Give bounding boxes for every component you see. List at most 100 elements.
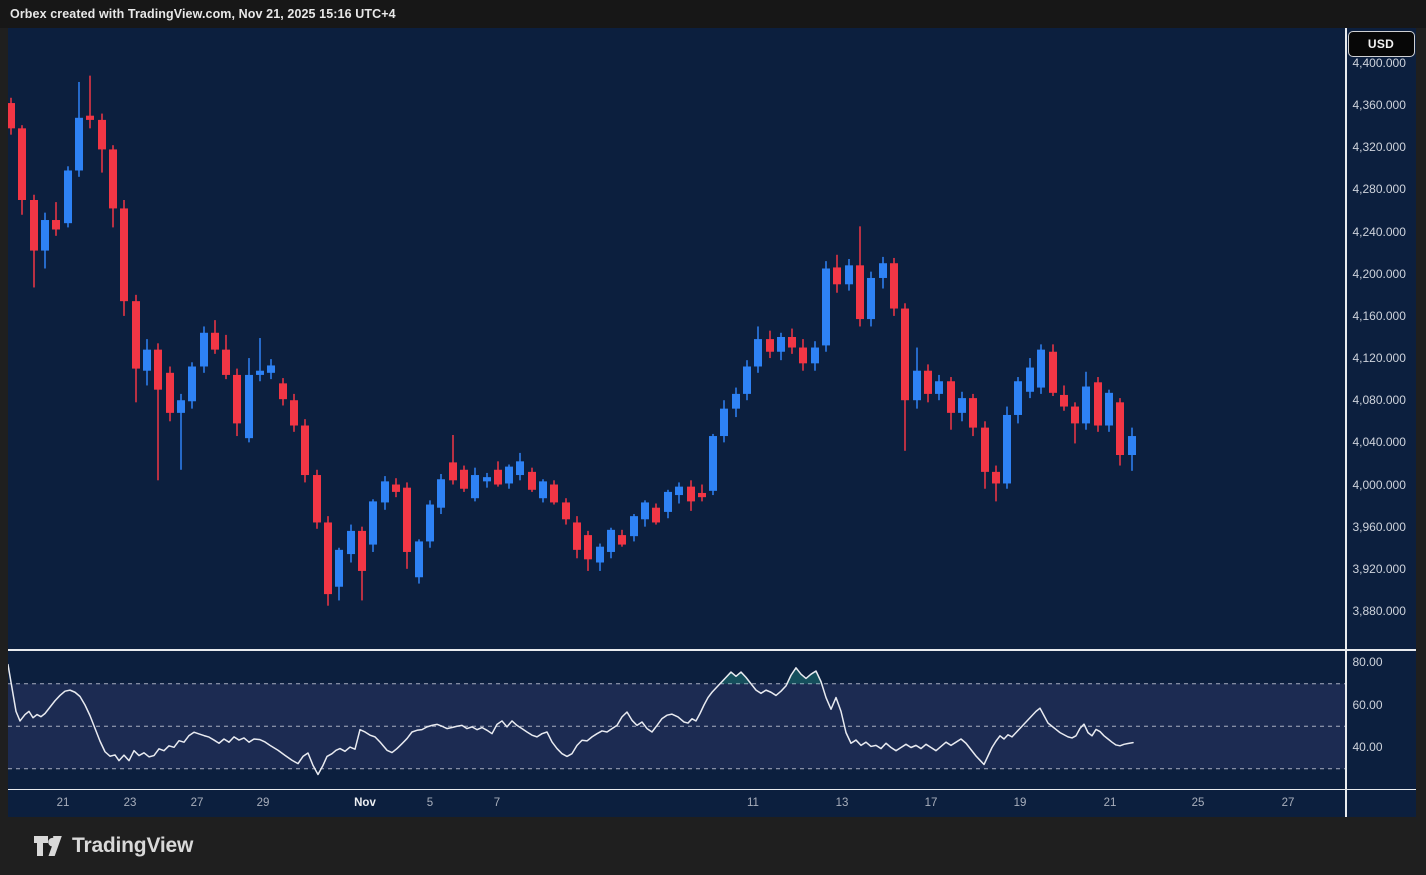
candle-body-down <box>981 427 989 472</box>
time-axis-label: 27 <box>1281 797 1295 809</box>
price-axis-label: 4,080.000 <box>1352 393 1406 408</box>
candle-body-up <box>347 530 355 555</box>
candle-body-down <box>98 119 106 150</box>
rsi-axis-label: 40.00 <box>1352 740 1383 754</box>
candle-body-down <box>290 400 298 426</box>
candle-body-down <box>1071 406 1079 424</box>
rsi-axis-label: 80.00 <box>1352 655 1383 669</box>
candle-body-down <box>901 308 909 401</box>
candle-body-down <box>698 492 706 498</box>
candle-body-down <box>358 530 366 571</box>
candle-body-down <box>313 475 321 523</box>
candle-wick-down <box>452 434 454 485</box>
price-axis-separator-line[interactable] <box>1345 28 1347 817</box>
candle-body-up <box>743 366 751 394</box>
candle-body-up <box>732 393 740 409</box>
candle-body-down <box>132 301 140 369</box>
attribution-text: Orbex created with TradingView.com, Nov … <box>10 7 396 21</box>
candle-body-up <box>675 486 683 496</box>
candle-body-up <box>177 400 185 413</box>
time-axis-label: Nov <box>354 797 376 809</box>
candle-body-up <box>935 381 943 394</box>
candle-body-down <box>584 535 592 560</box>
price-axis-label: 4,000.000 <box>1352 477 1406 492</box>
time-axis-label: 11 <box>747 797 759 809</box>
candle-body-up <box>607 529 615 552</box>
candle-body-up <box>200 332 208 367</box>
candle-body-up <box>539 481 547 499</box>
candle-wick-down <box>55 202 57 236</box>
candle-body-down <box>924 370 932 394</box>
candle-body-down <box>30 199 38 251</box>
candle-body-up <box>516 461 524 476</box>
candle-body-down <box>494 469 502 485</box>
candle-wick-up <box>180 393 182 470</box>
price-axis-label: 4,040.000 <box>1352 435 1406 450</box>
candle-body-up <box>641 502 649 520</box>
price-axis-label: 4,160.000 <box>1352 308 1406 323</box>
price-axis[interactable]: USD 4,400.000 4,360.000 4,320.000 4,280.000… <box>1346 28 1416 817</box>
price-axis-label: 4,400.000 <box>1352 56 1406 70</box>
candle-body-down <box>856 265 864 320</box>
price-axis-label: 4,280.000 <box>1352 182 1406 197</box>
candle-body-up <box>1105 392 1113 426</box>
candle-body-down <box>550 484 558 503</box>
price-axis-label: 4,240.000 <box>1352 224 1406 239</box>
candle-body-down <box>233 374 241 424</box>
candle-body-down <box>1060 394 1068 407</box>
candle-body-down <box>449 462 457 481</box>
candle-body-up <box>369 501 377 545</box>
currency-toggle-button[interactable]: USD <box>1347 31 1415 57</box>
candle-body-up <box>267 365 275 373</box>
candle-body-up <box>811 347 819 364</box>
candlestick-canvas[interactable] <box>8 28 1345 649</box>
time-axis-label: 21 <box>56 797 70 809</box>
rsi-canvas[interactable] <box>8 651 1345 789</box>
brand-bar: TradingView <box>0 817 1426 875</box>
candle-body-up <box>630 516 638 537</box>
rsi-panel[interactable] <box>8 650 1345 789</box>
candle-body-up <box>143 349 151 371</box>
candle-wick-down <box>157 343 159 481</box>
candle-body-up <box>64 170 72 224</box>
candle-body-down <box>403 487 411 552</box>
candle-body-up <box>664 491 672 512</box>
candle-body-up <box>75 117 83 171</box>
candle-body-down <box>154 349 162 390</box>
candle-body-down <box>222 349 230 375</box>
candle-wick-down <box>89 75 91 129</box>
candle-body-down <box>86 115 94 120</box>
candle-body-up <box>471 475 479 499</box>
candle-body-down <box>460 469 468 489</box>
candle-body-up <box>335 549 343 587</box>
candle-body-down <box>833 267 841 285</box>
candle-body-down <box>788 336 796 348</box>
candle-body-down <box>392 484 400 492</box>
panel-separator-line[interactable] <box>8 649 1416 651</box>
price-axis-label: 4,320.000 <box>1352 140 1406 155</box>
candle-wick-up <box>259 338 261 382</box>
time-axis-label: 13 <box>835 797 849 809</box>
rsi-overbought-fill <box>787 667 822 684</box>
time-axis[interactable]: 21 23 27 29 Nov 5 7 11 13 17 19 21 25 27 <box>8 790 1345 817</box>
candle-body-up <box>958 398 966 413</box>
candle-body-down <box>324 522 332 595</box>
candle-body-up <box>41 220 49 251</box>
candle-body-up <box>188 366 196 402</box>
candle-body-up <box>845 265 853 285</box>
candle-body-down <box>279 383 287 400</box>
price-panel[interactable] <box>8 28 1345 649</box>
candle-body-down <box>969 398 977 428</box>
candle-body-down <box>52 220 60 230</box>
time-axis-label: 25 <box>1191 797 1205 809</box>
candle-body-up <box>754 339 762 367</box>
candle-body-up <box>596 546 604 563</box>
candle-body-down <box>166 372 174 413</box>
candle-body-down <box>1049 351 1057 393</box>
candle-body-down <box>947 381 955 413</box>
time-axis-label: 17 <box>924 797 938 809</box>
tradingview-logo-icon <box>33 833 63 859</box>
attribution-bar: Orbex created with TradingView.com, Nov … <box>0 0 1426 28</box>
candle-body-down <box>799 347 807 364</box>
